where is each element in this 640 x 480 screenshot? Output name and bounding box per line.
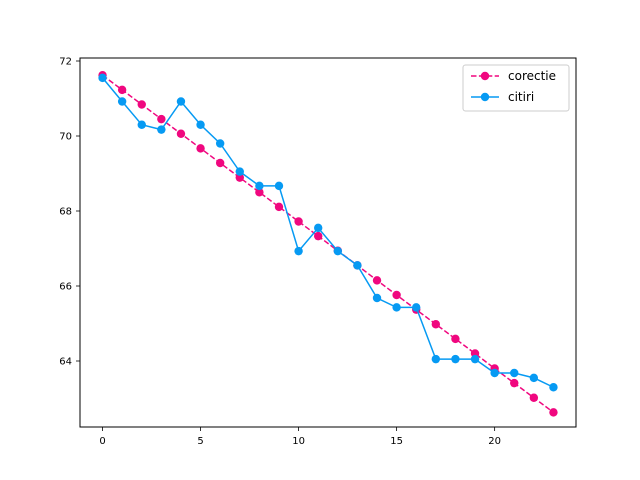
data-point-corectie xyxy=(529,393,539,402)
data-point-corectie xyxy=(510,378,519,388)
data-point-citiri xyxy=(215,139,225,148)
data-point-citiri xyxy=(431,354,441,364)
x-tick-label: 5 xyxy=(197,436,203,447)
legend-marker-corectie xyxy=(480,71,490,81)
legend-label-corectie: corectie xyxy=(508,69,556,83)
data-point-citiri xyxy=(392,303,401,312)
data-point-corectie xyxy=(274,202,284,212)
x-tick-label: 20 xyxy=(488,436,501,447)
data-point-corectie xyxy=(215,158,225,168)
y-tick-label: 72 xyxy=(59,57,72,68)
axes-layer: 0 5 10 15 20 64 66 68 70 72 xyxy=(59,57,501,448)
legend: corectie citiri xyxy=(462,64,570,112)
data-point-citiri xyxy=(117,97,127,106)
data-point-corectie xyxy=(431,320,441,329)
y-tick-label: 64 xyxy=(59,357,72,368)
legend-label-citiri: citiri xyxy=(508,90,534,104)
data-point-citiri xyxy=(333,246,343,256)
data-point-citiri xyxy=(470,354,480,364)
data-point-citiri xyxy=(372,293,382,303)
data-point-corectie xyxy=(549,408,558,417)
legend-marker-citiri xyxy=(480,92,490,102)
series-layer xyxy=(98,71,558,417)
data-point-corectie xyxy=(392,290,401,300)
y-tick-label: 66 xyxy=(59,282,72,293)
data-point-citiri xyxy=(176,97,186,106)
x-tick-label: 15 xyxy=(390,436,403,447)
data-point-corectie xyxy=(137,100,146,109)
data-point-citiri xyxy=(313,223,323,233)
x-tick-label: 10 xyxy=(292,436,305,447)
data-point-citiri xyxy=(157,125,166,134)
data-point-citiri xyxy=(294,246,303,256)
data-point-citiri xyxy=(98,73,107,83)
data-point-citiri xyxy=(451,354,460,364)
y-tick-label: 68 xyxy=(59,207,72,218)
data-point-citiri xyxy=(490,368,499,378)
data-point-citiri xyxy=(137,120,146,129)
plot-frame xyxy=(79,57,577,428)
data-point-citiri xyxy=(353,261,362,270)
data-point-corectie xyxy=(294,217,303,226)
data-point-citiri xyxy=(412,303,421,312)
x-tick-label: 0 xyxy=(99,436,105,447)
data-point-corectie xyxy=(117,85,127,95)
data-point-corectie xyxy=(157,114,166,124)
data-point-corectie xyxy=(313,231,323,241)
data-point-citiri xyxy=(529,373,539,383)
data-point-citiri xyxy=(274,181,284,191)
data-point-corectie xyxy=(451,334,460,344)
data-point-citiri xyxy=(549,383,558,392)
data-point-corectie xyxy=(372,276,382,285)
data-point-citiri xyxy=(196,120,205,129)
data-point-corectie xyxy=(196,144,205,153)
data-point-citiri xyxy=(255,181,264,191)
data-point-citiri xyxy=(510,368,519,378)
data-point-corectie xyxy=(235,173,244,182)
data-point-corectie xyxy=(176,129,186,138)
data-point-citiri xyxy=(235,167,244,176)
y-tick-label: 70 xyxy=(59,132,72,143)
data-point-corectie xyxy=(255,188,264,197)
